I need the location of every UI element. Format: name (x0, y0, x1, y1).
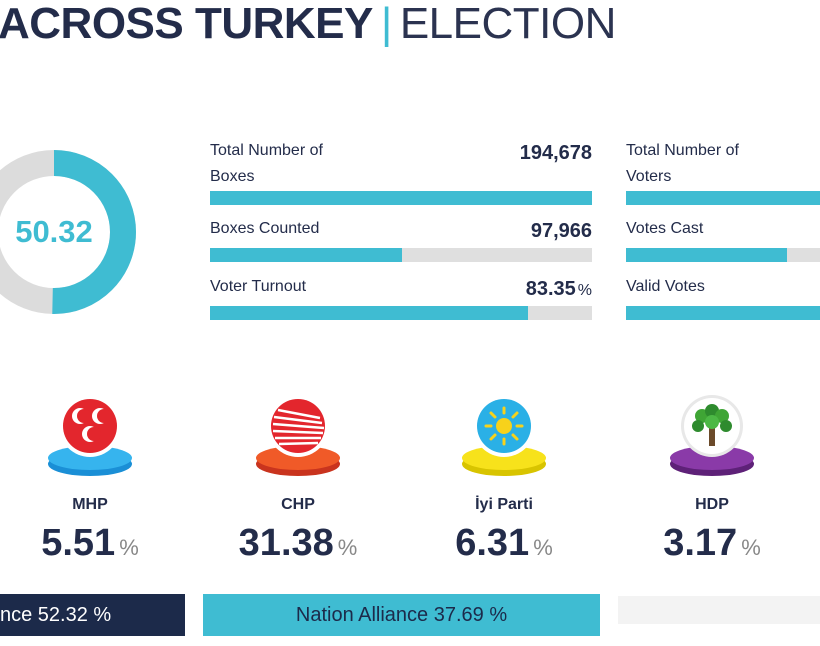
stat-voter-turnout: Voter Turnout 83.35% (210, 274, 592, 324)
stat-bar (626, 248, 820, 262)
stat-bar (210, 306, 592, 320)
stat-bar (210, 191, 592, 205)
alliance-bar-other[interactable] (618, 596, 820, 624)
turnout-donut-chart (0, 150, 136, 314)
stat-bar-fill (210, 248, 403, 262)
stat-boxes-counted: Boxes Counted 97,966 (210, 216, 592, 266)
stat-label: Votes Cast (626, 220, 704, 237)
stat-bar-fill (626, 191, 820, 205)
stat-bar (626, 306, 820, 320)
stat-bar (210, 248, 592, 262)
stat-votes-cast: Votes Cast (626, 216, 820, 266)
party-percentage: 5.51% (41, 522, 139, 564)
stat-label: Total Number of Boxes (210, 142, 323, 185)
iyi-sun-icon (454, 392, 554, 482)
stat-bar-fill (210, 306, 529, 320)
party-percentage: 31.38% (238, 522, 358, 564)
stat-value: 194,678 (519, 142, 592, 164)
party-card-hdp[interactable]: HDP 3.17% (622, 392, 802, 564)
chp-six-arrows-icon (248, 392, 348, 482)
party-card-iyi-parti[interactable]: İyi Parti 6.31% (414, 392, 594, 564)
party-name: MHP (72, 496, 108, 513)
donut-progress-arc (0, 150, 136, 314)
stat-label: Total Number of Voters (626, 142, 739, 185)
alliance-bar-nation[interactable]: Nation Alliance 37.69 % (203, 594, 600, 636)
stat-label: Boxes Counted (210, 220, 320, 237)
stat-label: Voter Turnout (210, 278, 307, 295)
stat-value: 83.35% (525, 278, 592, 300)
party-name: İyi Parti (475, 496, 533, 513)
party-name: CHP (281, 496, 315, 513)
stat-valid-votes: Valid Votes (626, 274, 820, 324)
alliance-label: nce 52.32 % (0, 604, 112, 626)
title-separator: | (380, 0, 392, 48)
stat-label: Valid Votes (626, 278, 705, 295)
party-card-chp[interactable]: CHP 31.38% (208, 392, 388, 564)
stat-total-boxes: Total Number of Boxes 194,678 (210, 138, 592, 208)
stat-bar-fill (210, 191, 592, 205)
mhp-crescents-icon (40, 392, 140, 482)
alliance-label: Nation Alliance 37.69 % (295, 604, 508, 626)
party-percentage: 3.17% (663, 522, 761, 564)
stat-bar (626, 191, 820, 205)
party-card-mhp[interactable]: MHP 5.51% (0, 392, 180, 564)
alliance-bar-people[interactable]: nce 52.32 % (0, 594, 185, 636)
page-title: ACROSS TURKEY | ELECTION (0, 0, 616, 56)
stat-bar-fill (626, 248, 788, 262)
hdp-tree-icon (662, 392, 762, 482)
party-name: HDP (695, 496, 729, 513)
title-across-turkey: ACROSS TURKEY (0, 0, 373, 48)
party-percentage: 6.31% (455, 522, 553, 564)
stat-bar-fill (626, 306, 820, 320)
stat-value: 97,966 (530, 220, 592, 242)
donut-percentage-value: 50.32 (15, 214, 93, 249)
title-election: ELECTION (399, 0, 617, 48)
stat-total-voters: Total Number of Voters (626, 138, 820, 208)
